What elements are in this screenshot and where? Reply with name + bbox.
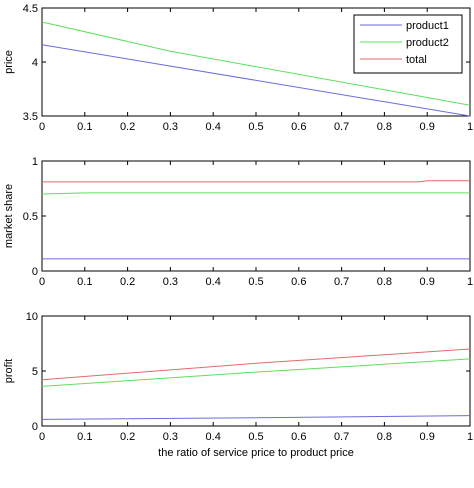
plot-area [41,160,471,272]
x-tick-label: 0.9 [420,276,435,288]
y-tick-label: 4.5 [23,3,38,15]
y-tick-label: 10 [26,311,38,323]
series-line-product1 [41,44,471,117]
y-tick-label: 4 [32,57,38,69]
x-tick-label: 0.6 [291,121,306,133]
x-tick-label: 0 [39,121,45,133]
x-tick-label: 0.3 [163,121,178,133]
series-line-product2 [41,358,471,387]
y-axis-label: market share [3,184,15,248]
x-tick-label: 0.2 [120,431,135,443]
x-tick-label: 1 [467,121,473,133]
y-tick-label: 0 [32,266,38,278]
x-tick-label: 0.4 [206,121,221,133]
x-tick-label: 0.8 [377,276,392,288]
x-tick-label: 0.1 [77,121,92,133]
x-tick-label: 0.8 [377,431,392,443]
x-tick-label: 0 [39,276,45,288]
legend-entry-product1: product1 [406,20,449,32]
x-tick-label: 0.7 [334,276,349,288]
y-tick-label: 0.5 [23,211,38,223]
y-tick-label: 3.5 [23,111,38,123]
legend-entry-total: total [406,54,427,66]
x-tick-label: 0.1 [77,276,92,288]
x-tick-label: 0.3 [163,431,178,443]
x-tick-label: 0.6 [291,431,306,443]
x-tick-label: 0.9 [420,431,435,443]
x-tick-label: 0.6 [291,276,306,288]
y-tick-label: 1 [32,156,38,168]
x-tick-label: 0.7 [334,121,349,133]
x-tick-label: 0.9 [420,121,435,133]
series-line-product2 [41,192,470,195]
series-line-total [41,348,471,381]
x-tick-label: 0 [39,431,45,443]
x-tick-label: 0.4 [206,276,221,288]
legend-entry-product2: product2 [406,37,449,49]
series-line-product2 [41,21,471,106]
x-tick-label: 0.2 [120,276,135,288]
y-tick-label: 5 [32,366,38,378]
x-tick-label: 1 [467,276,473,288]
series-line-product1 [41,415,471,420]
x-tick-label: 0.5 [248,431,263,443]
x-tick-label: 0.4 [206,431,221,443]
x-tick-label: 0.2 [120,121,135,133]
x-tick-label: 0.7 [334,431,349,443]
series-line-total [42,180,470,183]
x-tick-label: 0.8 [377,121,392,133]
chart-profit: 0 0.1 0.2 0.3 0.4 0.5 0.6 0.7 0.8 0.9 10510profitt… [3,311,473,459]
y-axis-label: price [3,50,15,74]
x-tick-label: 0.1 [77,431,92,443]
x-tick-label: 0.5 [248,276,263,288]
x-axis-label: the ratio of service price to product pr… [158,447,354,459]
x-tick-label: 1 [467,431,473,443]
x-tick-label: 0.3 [163,276,178,288]
x-tick-label: 0.5 [248,121,263,133]
chart-market-share: 0 0.1 0.2 0.3 0.4 0.5 0.6 0.7 0.8 0.9 1 0 0.5 1 market… [3,156,473,288]
legend: product1 product2 total [353,14,463,74]
chart-price: 0 0.1 0.2 0.3 0.4 0.5 0.6 0.7 0.8 0.9 1 3.5 4 4.5 pric… [3,3,473,133]
plot-area [41,315,471,427]
y-axis-label: profit [3,359,15,383]
y-tick-label: 0 [32,421,38,433]
